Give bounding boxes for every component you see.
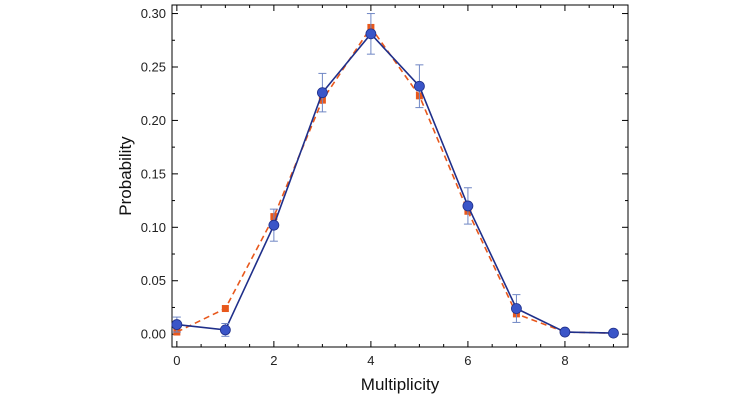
x-axis-title: Multiplicity	[361, 375, 440, 394]
x-tick-label: 6	[464, 353, 471, 368]
x-tick-label: 4	[367, 353, 374, 368]
x-tick-label: 8	[561, 353, 568, 368]
x-tick-label: 2	[270, 353, 277, 368]
y-tick-label: 0.05	[141, 273, 166, 288]
data-point	[559, 326, 571, 338]
y-tick-label: 0.15	[141, 166, 166, 181]
series-layer	[171, 13, 619, 339]
data-point	[171, 319, 183, 330]
y-tick-label: 0.10	[141, 220, 166, 235]
y-axis-title: Probability	[116, 136, 135, 216]
data-point	[316, 87, 328, 99]
data-point	[268, 219, 280, 231]
series-line	[176, 32, 614, 334]
y-tick-label: 0.00	[141, 327, 166, 342]
x-tick-label: 0	[173, 353, 180, 368]
y-tick-label: 0.25	[141, 59, 166, 74]
data-point	[219, 324, 231, 336]
data-point	[608, 327, 619, 339]
plot-area	[171, 4, 629, 348]
y-axis: 0.00 0.05 0.10 0.15 0.20 0.25 0.30	[141, 6, 628, 342]
data-point	[511, 303, 522, 314]
data-point	[462, 200, 474, 212]
data-point	[414, 80, 425, 92]
series-circles	[171, 13, 619, 339]
data-point	[365, 28, 377, 40]
data-point	[221, 305, 229, 313]
y-tick-label: 0.20	[141, 113, 166, 128]
series-line	[176, 26, 614, 334]
y-tick-label: 0.30	[141, 6, 166, 21]
x-axis: 0 2 4 6 8	[173, 5, 614, 368]
